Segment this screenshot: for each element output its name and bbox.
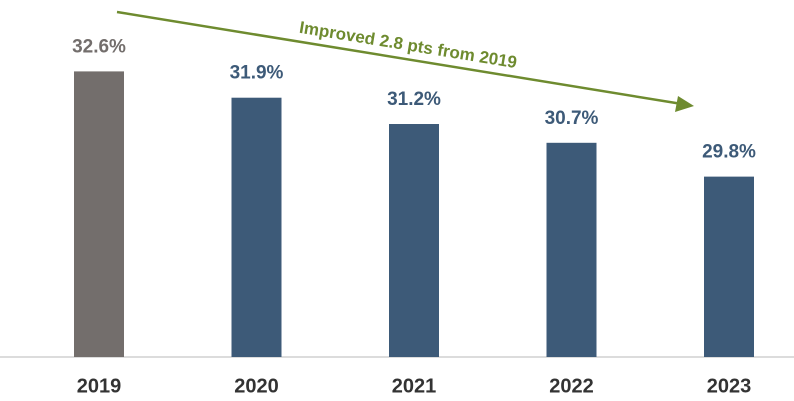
x-tick-label: 2019 (77, 375, 122, 397)
value-label: 32.6% (72, 36, 126, 57)
bar (231, 97, 282, 357)
value-label: 31.2% (387, 89, 441, 110)
bar (546, 142, 597, 357)
x-tick-label: 2022 (549, 375, 594, 397)
value-label: 30.7% (545, 108, 599, 129)
bar (389, 124, 439, 357)
value-label: 29.8% (702, 142, 756, 163)
annotation: Improved 2.8 pts from 2019 (298, 18, 518, 72)
arrow-head (675, 96, 694, 112)
trend-arrow (116, 10, 683, 106)
bar (704, 176, 754, 357)
value-label: 31.9% (230, 63, 284, 84)
bar (74, 71, 124, 358)
x-tick-label: 2020 (234, 375, 279, 397)
x-tick-label: 2023 (707, 375, 752, 397)
x-tick-label: 2021 (392, 375, 437, 397)
